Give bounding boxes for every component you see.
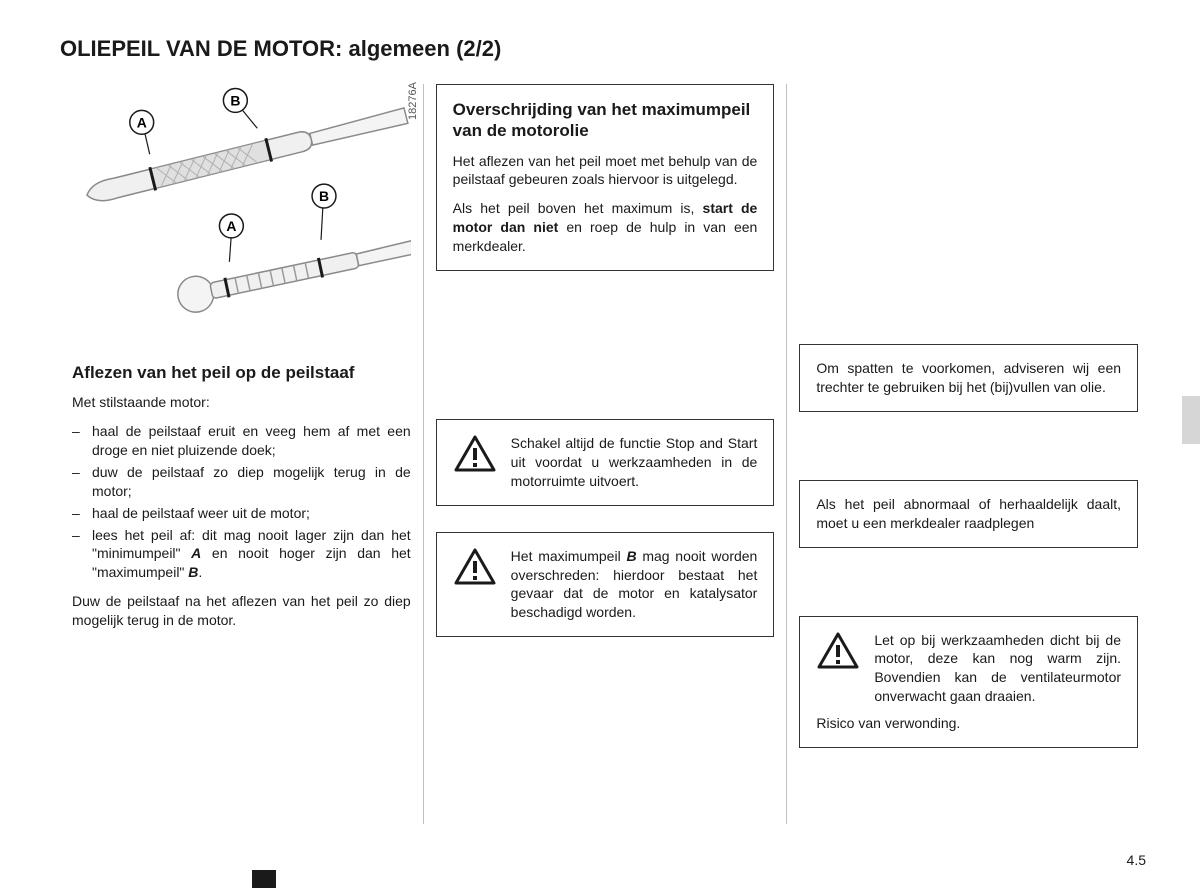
figure-label-a-bottom: A	[219, 214, 243, 262]
box-text: Als het peil boven het maximum is, start…	[453, 199, 758, 256]
page-number: 4.5	[1127, 852, 1146, 868]
warning-icon	[816, 631, 860, 676]
list-item: haal de peilstaaf weer uit de motor;	[72, 504, 411, 523]
box-text: Het aflezen van het peil moet met behulp…	[453, 152, 758, 190]
col1-intro: Met stilstaande motor:	[72, 393, 411, 412]
box-heading: Overschrijding van het maximumpeil van d…	[453, 99, 758, 142]
warning-icon	[453, 547, 497, 592]
warning-text: Schakel altijd de functie Stop and Start…	[511, 434, 758, 491]
figure-label-b-top: B	[223, 88, 257, 128]
col2-warning-maximum: Het maximumpeil B mag nooit worden overs…	[436, 532, 775, 638]
col1-outro: Duw de peilstaaf na het aflezen van het …	[72, 592, 411, 630]
figure-code: 18276A	[407, 82, 419, 120]
footer-mark	[252, 870, 276, 888]
dipstick-illustration: A B	[72, 84, 411, 324]
column-2: Overschrijding van het maximumpeil van d…	[423, 84, 787, 824]
figure-label-a-top: A	[130, 110, 154, 154]
list-item: haal de peilstaaf eruit en veeg hem af m…	[72, 422, 411, 460]
thumb-tab	[1182, 396, 1200, 444]
col1-list: haal de peilstaaf eruit en veeg hem af m…	[72, 422, 411, 582]
col2-box-overschrijding: Overschrijding van het maximumpeil van d…	[436, 84, 775, 271]
col3-box-trechter: Om spatten te voorkomen, adviseren wij e…	[799, 344, 1138, 412]
warning-icon	[453, 434, 497, 479]
svg-text:B: B	[230, 92, 240, 108]
column-1: 18276A	[60, 84, 423, 824]
warning-risk: Risico van verwonding.	[816, 714, 1121, 733]
dipstick-figure: 18276A	[72, 84, 411, 334]
svg-text:A: A	[226, 218, 236, 234]
column-3: Om spatten te voorkomen, adviseren wij e…	[786, 84, 1150, 824]
list-item: lees het peil af: dit mag nooit lager zi…	[72, 526, 411, 583]
figure-label-b-bottom: B	[312, 184, 336, 240]
col3-box-daalt: Als het peil abnormaal of herhaaldelijk …	[799, 480, 1138, 548]
page-title: OLIEPEIL VAN DE MOTOR: algemeen (2/2)	[60, 36, 1150, 62]
col3-warning-motor: Let op bij werkzaamheden dicht bij de mo…	[799, 616, 1138, 748]
warning-text: Let op bij werkzaamheden dicht bij de mo…	[874, 631, 1121, 707]
col2-warning-stopstart: Schakel altijd de functie Stop and Start…	[436, 419, 775, 506]
list-item: duw de peilstaaf zo diep mogelijk terug …	[72, 463, 411, 501]
content-columns: 18276A	[60, 84, 1150, 824]
col1-heading: Aflezen van het peil op de peilstaaf	[72, 362, 411, 383]
warning-text: Het maximumpeil B mag nooit worden overs…	[511, 547, 758, 623]
svg-text:A: A	[137, 114, 147, 130]
svg-text:B: B	[319, 188, 329, 204]
